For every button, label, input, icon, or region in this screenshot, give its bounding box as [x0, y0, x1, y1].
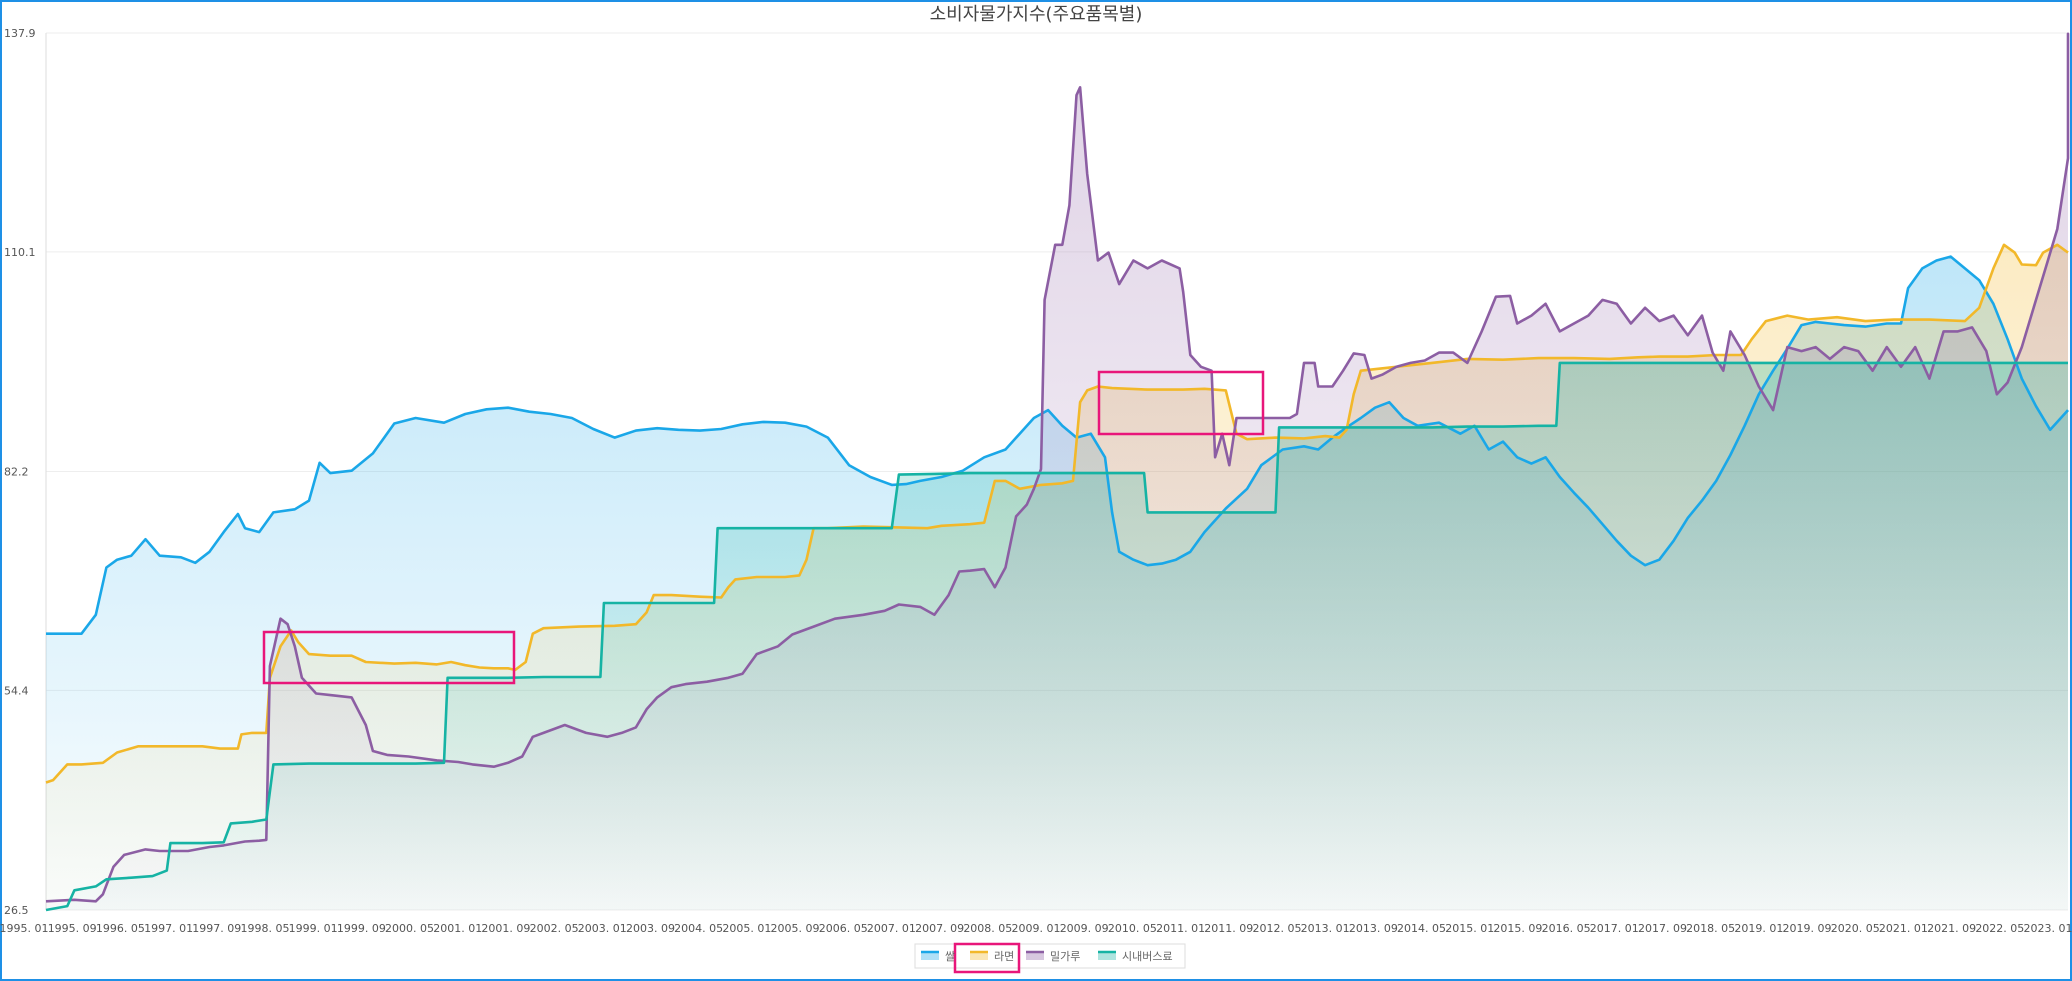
x-tick-label: 2007. 01	[867, 922, 916, 935]
x-tick-label: 2015. 09	[1493, 922, 1542, 935]
x-tick-label: 2009. 01	[1012, 922, 1061, 935]
x-tick-label: 2003. 01	[578, 922, 627, 935]
x-tick-label: 2020. 05	[1831, 922, 1880, 935]
x-tick-label: 2001. 09	[481, 922, 530, 935]
x-tick-label: 2005. 09	[771, 922, 820, 935]
x-axis: 1995. 01 1995. 09 1996. 05 1997. 01 1997. 09…	[0, 922, 2072, 935]
x-tick-label: 1999. 09	[337, 922, 386, 935]
x-tick-label: 2016. 05	[1542, 922, 1591, 935]
x-tick-label: 2015. 01	[1445, 922, 1494, 935]
legend-swatch[interactable]	[1098, 952, 1116, 960]
y-axis: 137.9 110.1 82.2 54.4 26.5	[4, 27, 36, 917]
x-tick-label: 2017. 09	[1638, 922, 1687, 935]
x-tick-label: 1997. 09	[192, 922, 241, 935]
legend-label[interactable]: 라면	[994, 950, 1014, 963]
x-tick-label: 2018. 05	[1686, 922, 1735, 935]
y-tick-label: 110.1	[4, 246, 36, 259]
x-tick-label: 2012. 05	[1252, 922, 1301, 935]
x-tick-label: 2014. 05	[1397, 922, 1446, 935]
highlight-box-legend-ramen	[953, 942, 1021, 974]
legend-label[interactable]: 밀가루	[1050, 950, 1080, 963]
legend-swatch[interactable]	[1026, 952, 1044, 960]
series-line-3	[45, 361, 2068, 912]
x-tick-label: 2003. 09	[626, 922, 675, 935]
x-tick-label: 2002. 05	[530, 922, 579, 935]
legend[interactable]: 쌀 라면 밀가루 시내버스료	[914, 942, 1186, 974]
x-tick-label: 2009. 09	[1060, 922, 1109, 935]
x-tick-label: 2008. 05	[963, 922, 1012, 935]
x-tick-label: 2010. 05	[1108, 922, 1157, 935]
legend-box	[914, 943, 1186, 969]
x-tick-label: 2000. 05	[385, 922, 434, 935]
series-line-2	[45, 32, 2070, 903]
x-tick-label: 2011. 09	[1204, 922, 1253, 935]
legend-swatch[interactable]	[970, 952, 988, 960]
x-tick-label: 2019. 09	[1783, 922, 1832, 935]
x-tick-label: 2004. 05	[674, 922, 723, 935]
x-tick-label: 2022. 05	[1975, 922, 2024, 935]
series-line-0	[46, 255, 2069, 635]
series-area-3	[46, 362, 2068, 910]
highlight-boxes	[262, 370, 1265, 685]
x-tick-label: 1995. 09	[48, 922, 97, 935]
x-tick-label: 1996. 05	[96, 922, 145, 935]
x-tick-label: 2021. 09	[1927, 922, 1976, 935]
x-tick-label: 2013. 09	[1349, 922, 1398, 935]
x-tick-label: 2011. 01	[1156, 922, 1205, 935]
y-tick-label: 26.5	[4, 904, 29, 917]
x-tick-label: 2006. 05	[819, 922, 868, 935]
x-tick-label: 2001. 01	[433, 922, 482, 935]
x-tick-label: 2021. 01	[1879, 922, 1928, 935]
x-tick-label: 1997. 01	[144, 922, 193, 935]
x-tick-label: 1998. 05	[240, 922, 289, 935]
highlight-box-flour-2010	[1097, 370, 1265, 436]
x-tick-label: 2019. 01	[1734, 922, 1783, 935]
legend-swatch[interactable]	[921, 952, 939, 960]
x-tick-label: 1995. 01	[0, 922, 48, 935]
chart-title: 소비자물가지수(주요품목별)	[930, 4, 1143, 25]
x-tick-label: 2005. 01	[722, 922, 771, 935]
y-tick-label: 54.4	[4, 684, 29, 697]
x-tick-label: 2023. 01	[2024, 922, 2072, 935]
x-tick-label: 2007. 09	[915, 922, 964, 935]
x-tick-label: 2013. 01	[1301, 922, 1350, 935]
x-tick-label: 1999. 01	[289, 922, 338, 935]
series-line-1	[45, 243, 2069, 784]
legend-label[interactable]: 쌀	[945, 950, 955, 963]
highlight-box-ramen-1998	[262, 630, 516, 685]
legend-label[interactable]: 시내버스료	[1122, 950, 1173, 963]
series-lines	[45, 32, 2070, 912]
y-tick-label: 82.2	[4, 466, 29, 479]
y-tick-label: 137.9	[4, 27, 36, 40]
x-tick-label: 2017. 01	[1590, 922, 1639, 935]
